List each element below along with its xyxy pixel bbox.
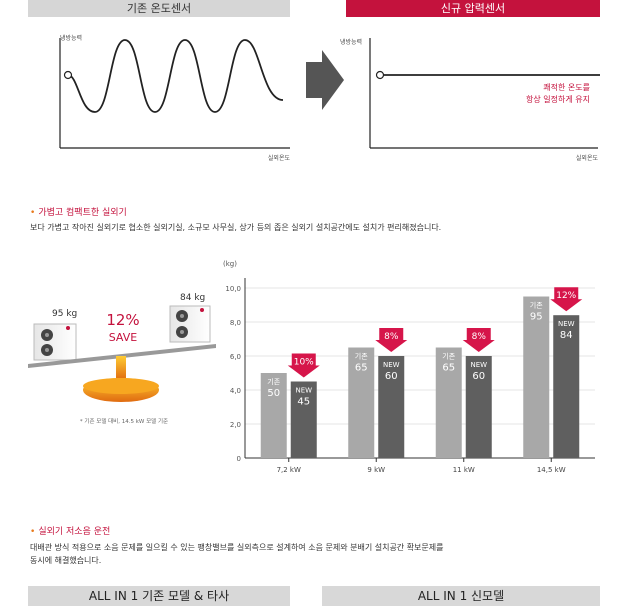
old-bar-series-label: 기존: [355, 352, 368, 361]
weight-scale-illustration: 95 kg 84 kg 12% SAVE * 기존 모델 대비, 14.5 kW…: [28, 293, 216, 425]
compact-section-title: • 가볍고 컴팩트한 실외기: [30, 208, 127, 218]
y-tick-label: 6,0: [230, 353, 241, 361]
sensor-comparison-graphs: 냉방능력 실외온도 냉방능력 실외온도 쾌적한 온도를 항상 일정하게 유지: [59, 34, 600, 162]
new-bar: [290, 381, 317, 458]
old-bar-value-label: 65: [355, 363, 368, 374]
new-bar-series-label: NEW: [558, 320, 575, 328]
new-bar-value-label: 45: [297, 397, 310, 408]
old-bar-series-label: 기존: [442, 352, 455, 361]
scale-footnote: * 기존 모델 대비, 14.5 kW 모델 기준: [80, 417, 168, 425]
savings-percent-label: 10%: [294, 358, 314, 368]
bullet-dot-icon: •: [30, 208, 36, 218]
old-model-header: ALL IN 1 기존 모델 & 타사: [28, 586, 290, 606]
old-bar-series-label: 기존: [530, 301, 543, 310]
new-bar: [553, 315, 580, 458]
x-category-label: 9 kW: [367, 466, 385, 474]
noise-description-2: 동시에 해결했습니다.: [30, 556, 102, 565]
save-percent: 12%: [106, 311, 139, 329]
y-tick-label: 0: [237, 455, 241, 463]
y-tick-label: 2,0: [230, 421, 241, 429]
right-note-line-2: 항상 일정하게 유지: [526, 94, 590, 104]
right-y-label: 냉방능력: [340, 38, 362, 46]
bullet-dot-icon: •: [30, 527, 36, 537]
old-bar-value-label: 50: [267, 388, 280, 399]
new-model-header: ALL IN 1 신모델: [322, 586, 600, 606]
left-y-label: 냉방능력: [60, 34, 82, 42]
new-bar-series-label: NEW: [383, 361, 400, 369]
noise-description-1: 대배관 방식 적용으로 소음 문제를 일으킬 수 있는 팽창밸브를 실외측으로 …: [30, 543, 444, 552]
savings-percent-label: 12%: [556, 291, 576, 301]
old-bar-series-label: 기존: [267, 377, 280, 386]
x-category-label: 14,5 kW: [537, 466, 566, 474]
new-bar-value-label: 84: [560, 330, 573, 341]
old-bar: [435, 347, 462, 458]
fluctuating-curve: [67, 39, 284, 113]
transition-arrow-icon: [306, 50, 344, 110]
new-outdoor-unit-icon: [169, 305, 211, 343]
savings-percent-label: 8%: [384, 332, 399, 342]
new-bar-value-label: 60: [472, 371, 485, 382]
new-bar-value-label: 60: [385, 371, 398, 382]
y-tick-label: 8,0: [230, 319, 241, 327]
new-bar-series-label: NEW: [295, 387, 312, 395]
old-outdoor-unit-icon: [33, 323, 77, 361]
right-note-line-1: 쾌적한 온도를: [543, 82, 590, 92]
savings-arrow-icon: [462, 328, 495, 352]
scale-pivot: [116, 356, 126, 380]
new-bar: [378, 356, 405, 458]
save-label: SAVE: [109, 331, 138, 344]
old-bar: [260, 373, 287, 458]
new-bar: [465, 356, 492, 458]
y-tick-label: 10,0: [225, 285, 241, 293]
left-x-label: 실외온도: [268, 154, 291, 162]
right-x-label: 실외온도: [576, 154, 599, 162]
y-axis-unit: (kg): [223, 260, 237, 268]
savings-arrow-icon: [287, 353, 320, 378]
weight-bar-chart: (kg) 0 2,0 4,0 6,0 8,0 10,0 기존 50 NEW 45 10% 7,2 kW 기…: [223, 260, 595, 474]
new-bar-series-label: NEW: [470, 361, 487, 369]
x-category-label: 7,2 kW: [277, 466, 301, 474]
savings-arrow-icon: [550, 287, 583, 312]
old-bar-value-label: 65: [442, 363, 455, 374]
old-weight-label: 95 kg: [52, 309, 77, 319]
old-bar-value-label: 95: [530, 312, 543, 323]
noise-section-title: • 실외기 저소음 운전: [30, 527, 111, 537]
compact-description: 보다 가볍고 작아진 실외기로 협소한 실외기실, 소규모 사무실, 상가 등의…: [30, 223, 442, 232]
x-category-label: 11 kW: [453, 466, 475, 474]
old-sensor-header: 기존 온도센서: [28, 0, 290, 17]
savings-percent-label: 8%: [472, 332, 487, 342]
savings-arrow-icon: [375, 328, 408, 352]
new-weight-label: 84 kg: [180, 293, 205, 303]
right-start-marker: [375, 70, 385, 80]
left-start-marker: [63, 70, 73, 80]
old-bar: [348, 347, 375, 458]
y-tick-label: 4,0: [230, 387, 241, 395]
old-bar: [523, 296, 550, 458]
new-sensor-header: 신규 압력센서: [346, 0, 600, 17]
